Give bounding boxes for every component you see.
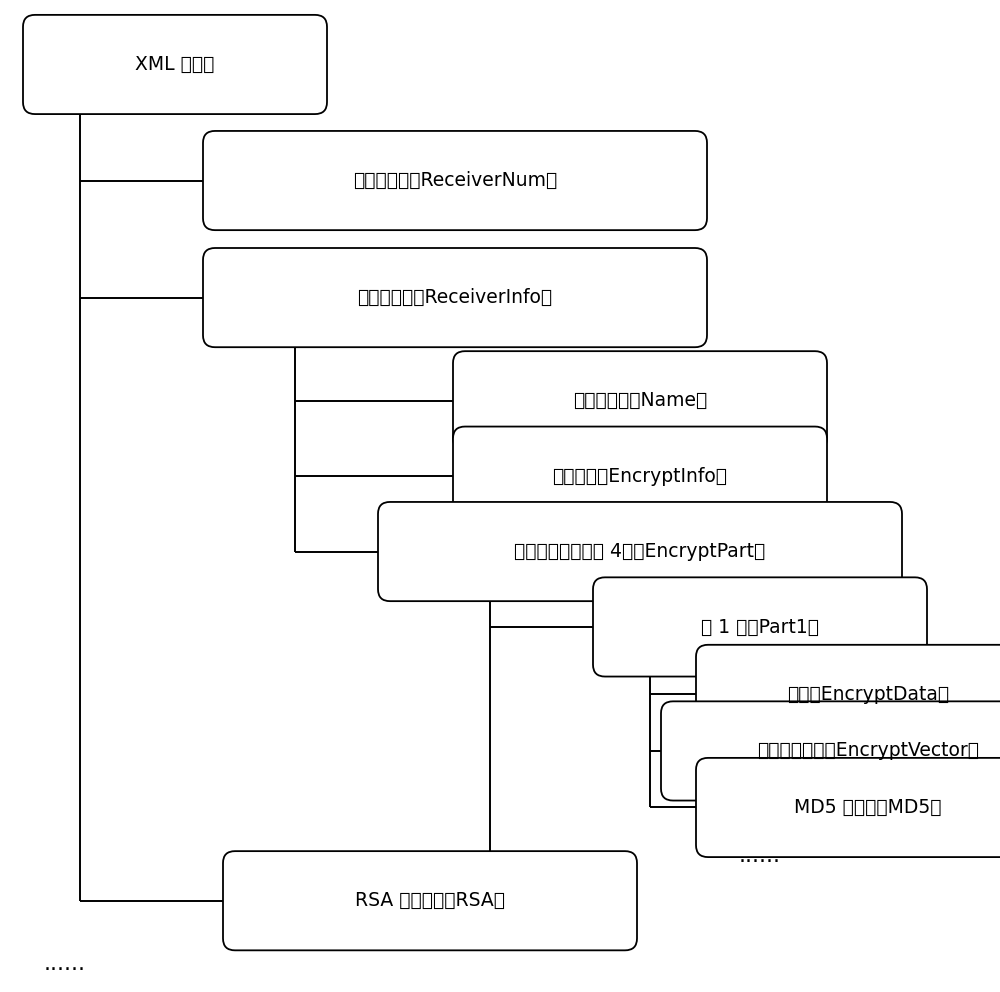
- Text: 接收者数量（ReceiverNum）: 接收者数量（ReceiverNum）: [353, 171, 557, 190]
- Text: ......: ......: [44, 954, 86, 974]
- FancyBboxPatch shape: [593, 577, 927, 677]
- Text: ......: ......: [739, 846, 781, 866]
- FancyBboxPatch shape: [378, 502, 902, 601]
- FancyBboxPatch shape: [661, 701, 1000, 801]
- Text: 接收者姓名（Name）: 接收者姓名（Name）: [573, 391, 707, 411]
- FancyBboxPatch shape: [203, 131, 707, 230]
- Text: 密文（EncryptData）: 密文（EncryptData）: [787, 684, 949, 704]
- Text: 接收者信息（ReceiverInfo）: 接收者信息（ReceiverInfo）: [357, 288, 553, 308]
- FancyBboxPatch shape: [696, 758, 1000, 857]
- Text: RSA 数字签名（RSA）: RSA 数字签名（RSA）: [355, 891, 505, 911]
- Text: 密鑰获取向量（EncryptVector）: 密鑰获取向量（EncryptVector）: [757, 741, 979, 761]
- FancyBboxPatch shape: [23, 15, 327, 114]
- Text: XML 数据包: XML 数据包: [135, 55, 215, 74]
- FancyBboxPatch shape: [696, 645, 1000, 744]
- FancyBboxPatch shape: [453, 351, 827, 450]
- FancyBboxPatch shape: [453, 427, 827, 526]
- Text: 加密方法（EncryptInfo）: 加密方法（EncryptInfo）: [552, 466, 728, 486]
- Text: MD5 校验码（MD5）: MD5 校验码（MD5）: [794, 798, 942, 817]
- FancyBboxPatch shape: [223, 851, 637, 950]
- Text: 密文分段数（默认 4）（EncryptPart）: 密文分段数（默认 4）（EncryptPart）: [514, 542, 766, 561]
- FancyBboxPatch shape: [203, 248, 707, 347]
- Text: 第 1 段（Part1）: 第 1 段（Part1）: [701, 617, 819, 637]
